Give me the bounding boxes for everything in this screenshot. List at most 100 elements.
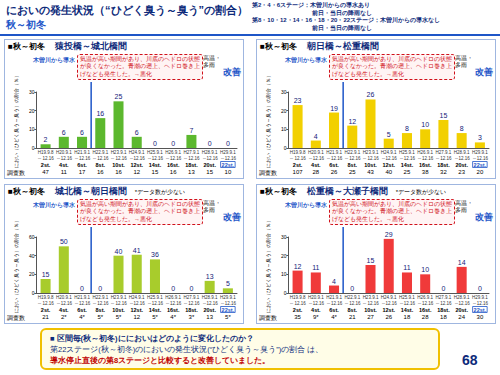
svg-text:H23.9.1: H23.9.1	[111, 150, 127, 155]
svg-text:～12.16: ～12.16	[399, 301, 416, 306]
svg-text:0: 0	[32, 290, 35, 296]
svg-text:～12.16: ～12.16	[326, 301, 343, 306]
svg-text:10st.: 10st.	[364, 162, 377, 168]
svg-text:0: 0	[350, 285, 354, 292]
svg-text:H23.9.1: H23.9.1	[363, 150, 379, 155]
svg-text:におい（ひどく臭う～臭う）の割合（％）: におい（ひどく臭う～臭う）の割合（％）	[13, 73, 19, 168]
svg-text:50: 50	[60, 238, 68, 245]
svg-text:6st.: 6st.	[77, 162, 87, 168]
svg-text:12: 12	[133, 314, 140, 320]
svg-text:6st.: 6st.	[329, 307, 339, 313]
svg-text:H22.9.1: H22.9.1	[344, 295, 360, 300]
svg-text:H19.9.8: H19.9.8	[290, 150, 306, 155]
svg-text:～12.16: ～12.16	[381, 156, 398, 161]
svg-text:20st.: 20st.	[203, 307, 216, 313]
svg-text:20: 20	[29, 271, 35, 277]
svg-text:3: 3	[478, 134, 482, 141]
svg-text:107: 107	[293, 169, 304, 175]
svg-text:H20.9.1: H20.9.1	[308, 295, 324, 300]
svg-text:5*: 5*	[116, 314, 122, 320]
svg-text:～12.16: ～12.16	[110, 301, 127, 306]
svg-text:H24.9.1: H24.9.1	[381, 295, 397, 300]
svg-text:21: 21	[42, 314, 49, 320]
svg-text:～12.16: ～12.16	[381, 301, 398, 306]
svg-text:4*: 4*	[79, 314, 85, 320]
svg-text:5*: 5*	[225, 314, 231, 320]
svg-text:8st.: 8st.	[348, 162, 358, 168]
svg-text:16: 16	[96, 110, 104, 117]
svg-text:H29.9.1: H29.9.1	[472, 295, 488, 300]
svg-text:におい（ひどく臭う～臭う）の割合（％）: におい（ひどく臭う～臭う）の割合（％）	[265, 73, 271, 168]
svg-text:4st.: 4st.	[311, 307, 321, 313]
svg-text:16: 16	[97, 169, 104, 175]
svg-text:15: 15	[367, 257, 375, 264]
svg-text:15: 15	[42, 271, 50, 278]
svg-text:～12.16: ～12.16	[37, 156, 54, 161]
svg-text:～12.16: ～12.16	[165, 156, 182, 161]
svg-text:～12.16: ～12.16	[417, 301, 434, 306]
svg-text:22st.: 22st.	[474, 162, 487, 168]
svg-text:～12.16: ～12.16	[74, 301, 91, 306]
svg-text:5*: 5*	[97, 314, 103, 320]
svg-text:～12.16: ～12.16	[308, 301, 325, 306]
svg-text:～12.16: ～12.16	[165, 301, 182, 306]
svg-text:24: 24	[458, 314, 465, 320]
svg-text:12: 12	[294, 263, 302, 270]
svg-text:22st.: 22st.	[474, 307, 487, 313]
svg-text:H21.9.1: H21.9.1	[74, 295, 90, 300]
svg-text:～12.16: ～12.16	[289, 301, 306, 306]
svg-text:12: 12	[133, 169, 140, 175]
svg-text:調査数: 調査数	[7, 314, 25, 321]
svg-text:～12.16: ～12.16	[308, 156, 325, 161]
svg-text:8st.: 8st.	[96, 307, 106, 313]
svg-text:8: 8	[405, 125, 409, 132]
svg-text:30: 30	[29, 89, 35, 95]
svg-text:13: 13	[206, 273, 214, 280]
svg-text:～12.16: ～12.16	[220, 301, 237, 306]
svg-text:11: 11	[61, 169, 68, 175]
svg-text:8st.: 8st.	[96, 162, 106, 168]
svg-text:2: 2	[44, 136, 48, 143]
svg-text:H24.9.1: H24.9.1	[129, 295, 145, 300]
svg-text:9*: 9*	[313, 314, 319, 320]
svg-text:10: 10	[225, 169, 232, 175]
svg-text:におい（ひどく臭う～臭う）の割合（％）: におい（ひどく臭う～臭う）の割合（％）	[265, 218, 271, 313]
svg-text:H22.9.1: H22.9.1	[92, 150, 108, 155]
svg-text:～12.16: ～12.16	[454, 301, 471, 306]
svg-text:20st.: 20st.	[455, 307, 468, 313]
svg-text:H29.9.1: H29.9.1	[220, 295, 236, 300]
svg-text:H28.9.1: H28.9.1	[202, 150, 218, 155]
svg-text:H26.9.1: H26.9.1	[417, 295, 433, 300]
svg-text:18st.: 18st.	[185, 307, 198, 313]
svg-text:H28.9.1: H28.9.1	[454, 295, 470, 300]
svg-text:20: 20	[29, 108, 35, 114]
svg-text:H21.9.1: H21.9.1	[326, 295, 342, 300]
svg-text:0: 0	[478, 285, 482, 292]
svg-text:2*: 2*	[61, 314, 67, 320]
svg-text:H26.9.1: H26.9.1	[165, 295, 181, 300]
svg-text:16st.: 16st.	[167, 307, 180, 313]
svg-text:14st.: 14st.	[401, 162, 414, 168]
svg-text:H28.9.1: H28.9.1	[454, 150, 470, 155]
svg-text:21: 21	[349, 314, 356, 320]
svg-text:40: 40	[385, 169, 392, 175]
svg-text:18st.: 18st.	[437, 162, 450, 168]
svg-text:12st.: 12st.	[382, 162, 395, 168]
svg-text:17: 17	[79, 169, 86, 175]
svg-text:15: 15	[152, 169, 159, 175]
svg-text:18st.: 18st.	[185, 162, 198, 168]
svg-text:～12.16: ～12.16	[202, 156, 219, 161]
svg-text:6st.: 6st.	[77, 307, 87, 313]
svg-text:～12.16: ～12.16	[129, 156, 146, 161]
svg-text:～12.16: ～12.16	[37, 301, 54, 306]
svg-text:調査数: 調査数	[259, 169, 277, 176]
svg-text:0: 0	[98, 285, 102, 292]
svg-text:～12.16: ～12.16	[362, 156, 379, 161]
svg-text:0: 0	[80, 285, 84, 292]
svg-text:18: 18	[404, 314, 411, 320]
svg-text:16st.: 16st.	[419, 162, 432, 168]
svg-text:16st.: 16st.	[419, 307, 432, 313]
svg-text:25: 25	[349, 169, 356, 175]
svg-text:～12.16: ～12.16	[435, 156, 452, 161]
svg-text:0: 0	[153, 140, 157, 147]
